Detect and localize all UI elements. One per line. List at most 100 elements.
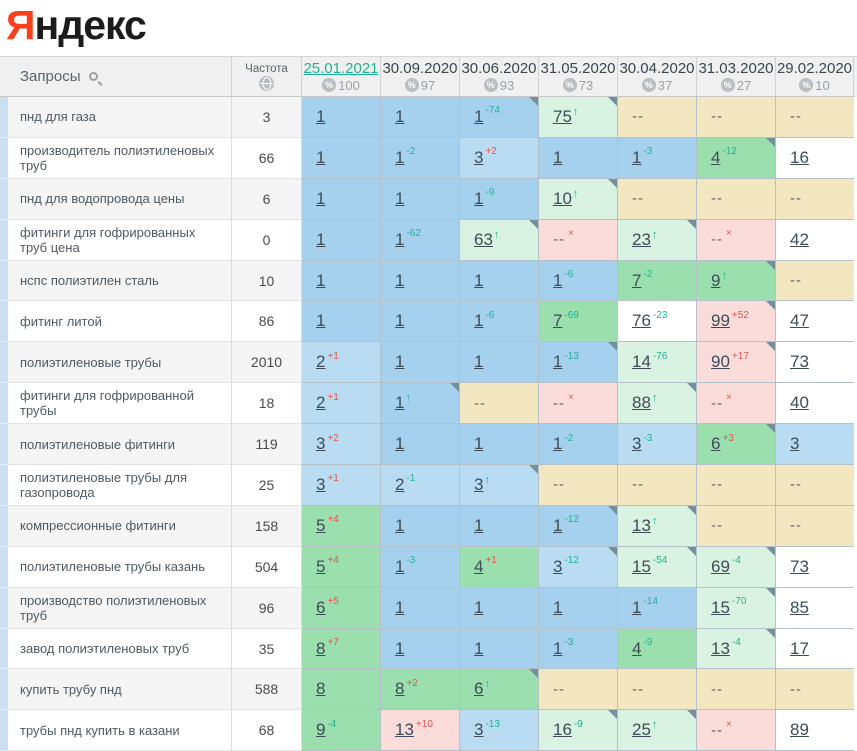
position-link[interactable]: 5 [316,515,326,535]
position-cell[interactable]: 1 -3 [618,137,697,179]
position-link[interactable]: 1 [474,434,484,454]
position-cell[interactable]: 1 [381,178,460,220]
date-column-header[interactable]: 31.05.2020% 73 [539,57,618,97]
position-cell[interactable]: 1 [539,587,618,629]
position-link[interactable]: 1 [316,188,326,208]
position-link[interactable]: 1 [316,270,326,290]
position-cell[interactable]: 89 [776,710,854,751]
date-link[interactable]: 30.06.2020 [461,59,537,77]
position-link[interactable]: 5 [316,556,326,576]
date-link[interactable]: 31.03.2020 [698,59,774,77]
date-link[interactable]: 25.01.2021 [303,59,379,77]
position-link[interactable]: 1 [553,638,563,658]
position-cell[interactable]: 13 +10 [381,710,460,751]
position-link[interactable]: 8 [316,638,326,658]
position-cell[interactable]: 1 -74 [460,97,539,138]
position-link[interactable]: 1 [474,597,484,617]
position-cell[interactable]: 1 [460,587,539,629]
position-cell[interactable]: 8 +2 [381,669,460,711]
position-link[interactable]: 1 [395,106,405,126]
date-column-header[interactable]: 29.02.2020% 10 [776,57,854,97]
position-cell[interactable]: 85 [776,587,854,629]
position-link[interactable]: 3 [632,434,642,454]
position-link[interactable]: 6 [711,434,721,454]
position-cell[interactable]: 1 [381,587,460,629]
position-cell[interactable]: 75 ↑ [539,97,618,138]
date-column-header[interactable]: 31.03.2020% 27 [697,57,776,97]
position-cell[interactable]: 40 [776,383,854,425]
position-link[interactable]: 1 [395,597,405,617]
position-cell[interactable]: 3 +2 [460,137,539,179]
position-cell[interactable]: 4 -9 [618,628,697,670]
position-link[interactable]: 3 [316,434,326,454]
keyword-cell[interactable]: производство полиэтиленовых труб [8,587,232,629]
position-link[interactable]: 75 [553,106,572,126]
position-link[interactable]: 1 [395,638,405,658]
position-cell[interactable]: 3 ↑ [460,465,539,506]
position-link[interactable]: 3 [474,474,484,494]
position-cell[interactable]: 47 [776,301,854,343]
position-link[interactable]: 1 [632,147,642,167]
position-link[interactable]: 47 [790,311,809,331]
position-cell[interactable]: 1 -3 [539,628,618,670]
position-link[interactable]: 1 [395,188,405,208]
position-link[interactable]: 7 [553,311,563,331]
position-cell[interactable]: 42 [776,219,854,261]
position-link[interactable]: 2 [316,352,326,372]
date-link[interactable]: 30.04.2020 [619,59,695,77]
position-link[interactable]: 76 [632,311,651,331]
position-cell[interactable]: 16 [776,137,854,179]
position-link[interactable]: 1 [395,393,405,413]
position-link[interactable]: 1 [395,556,405,576]
position-cell[interactable]: 90 +17 [697,342,776,384]
position-link[interactable]: 1 [553,352,563,372]
position-link[interactable]: 9 [316,720,326,740]
position-cell[interactable]: 76 -23 [618,301,697,343]
position-link[interactable]: 8 [395,679,405,699]
position-cell[interactable]: 1 [381,505,460,547]
position-link[interactable]: 42 [790,229,809,249]
position-cell[interactable]: 25 ↑ [618,710,697,751]
position-link[interactable]: 1 [395,434,405,454]
position-cell[interactable]: 1 [460,260,539,302]
position-link[interactable]: 1 [553,270,563,290]
position-cell[interactable]: 5 +4 [302,505,381,547]
position-link[interactable]: 88 [632,393,651,413]
position-link[interactable]: 69 [711,556,730,576]
position-link[interactable]: 1 [316,147,326,167]
position-link[interactable]: 1 [632,597,642,617]
position-cell[interactable]: 3 -3 [618,424,697,466]
position-link[interactable]: 2 [316,393,326,413]
position-link[interactable]: 4 [711,147,721,167]
position-link[interactable]: 15 [711,597,730,617]
date-column-header[interactable]: 25.01.2021% 100 [302,57,381,97]
position-cell[interactable]: 2 +1 [302,383,381,425]
position-link[interactable]: 73 [790,556,809,576]
position-cell[interactable]: 3 [776,424,854,466]
position-cell[interactable]: 73 [776,342,854,384]
search-icon[interactable] [88,72,98,81]
position-link[interactable]: 17 [790,638,809,658]
position-link[interactable]: 1 [395,147,405,167]
position-link[interactable]: 23 [632,229,651,249]
position-cell[interactable]: 1 [302,260,381,302]
position-cell[interactable]: 63 ↑ [460,219,539,261]
position-link[interactable]: 1 [474,638,484,658]
position-cell[interactable]: 1 [460,628,539,670]
position-link[interactable]: 3 [553,556,563,576]
position-link[interactable]: 15 [632,556,651,576]
position-cell[interactable]: 1 [539,137,618,179]
position-cell[interactable]: 7 -2 [618,260,697,302]
position-cell[interactable]: 1 -14 [618,587,697,629]
position-link[interactable]: 25 [632,720,651,740]
keyword-cell[interactable]: компрессионные фитинги [8,505,232,547]
position-link[interactable]: 3 [474,720,484,740]
position-cell[interactable]: 3 +2 [302,424,381,466]
date-column-header[interactable]: 30.09.2020% 97 [381,57,460,97]
keyword-cell[interactable]: нспс полиэтилен сталь [8,260,232,302]
position-cell[interactable]: 1 -6 [460,301,539,343]
position-link[interactable]: 1 [553,597,563,617]
position-cell[interactable]: 1 -2 [381,137,460,179]
position-link[interactable]: 13 [395,720,414,740]
position-link[interactable]: 13 [632,515,651,535]
